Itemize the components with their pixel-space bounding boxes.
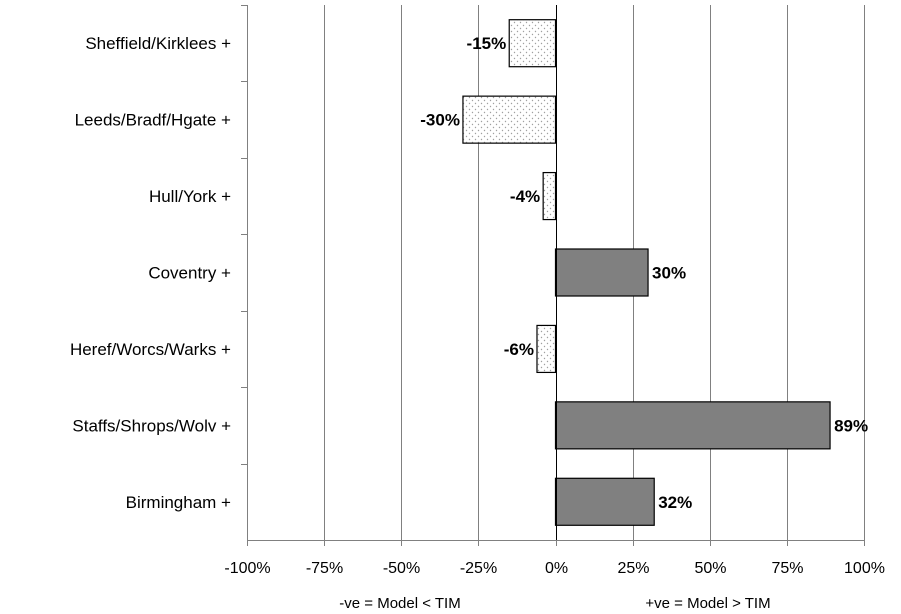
labels: -ve = Model < TIM +ve = Model > TIM -100…	[70, 34, 885, 612]
category-label: Heref/Worcs/Warks +	[70, 340, 231, 359]
x-axis-label-negative: -ve = Model < TIM	[339, 595, 460, 612]
x-tick-label: 25%	[617, 560, 649, 577]
data-label: 89%	[834, 416, 868, 435]
bar	[508, 19, 557, 68]
category-label: Coventry +	[148, 264, 231, 283]
x-tick-label: -100%	[224, 560, 270, 577]
bar	[554, 477, 655, 526]
x-tick-label: -50%	[383, 560, 420, 577]
bar	[462, 95, 557, 144]
bar	[554, 248, 649, 297]
category-label: Birmingham +	[126, 493, 231, 512]
data-label: -6%	[504, 340, 534, 359]
data-label: -30%	[420, 111, 460, 130]
category-label: Sheffield/Kirklees +	[85, 34, 231, 53]
bar	[554, 401, 831, 450]
data-label: 30%	[652, 264, 686, 283]
x-tick-label: 100%	[844, 560, 885, 577]
x-tick-label: 50%	[694, 560, 726, 577]
category-label: Leeds/Bradf/Hgate +	[75, 111, 231, 130]
data-label: 32%	[658, 493, 692, 512]
bar	[536, 324, 557, 374]
data-label: -4%	[510, 187, 540, 206]
x-tick-label: -75%	[306, 560, 343, 577]
bar	[542, 171, 557, 221]
x-tick-label: 75%	[771, 560, 803, 577]
x-axis-label-positive: +ve = Model > TIM	[645, 595, 770, 612]
category-label: Hull/York +	[149, 187, 231, 206]
x-tick-label: 0%	[545, 560, 568, 577]
axes	[241, 5, 865, 546]
bars	[462, 19, 831, 526]
x-tick-label: -25%	[460, 560, 497, 577]
data-label: -15%	[467, 34, 507, 53]
category-label: Staffs/Shrops/Wolv +	[72, 416, 231, 435]
